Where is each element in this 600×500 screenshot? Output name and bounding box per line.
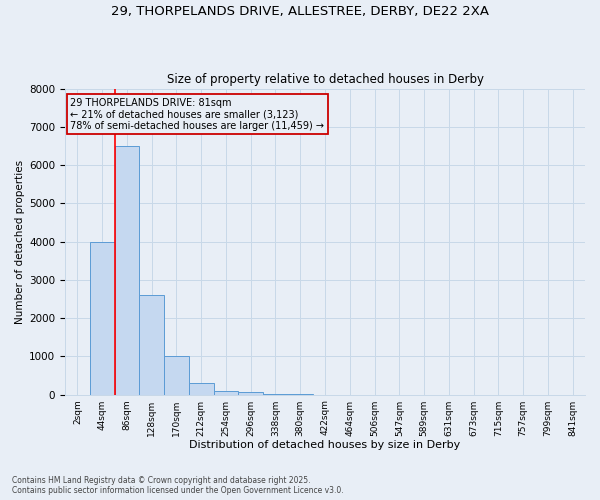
Text: 29, THORPELANDS DRIVE, ALLESTREE, DERBY, DE22 2XA: 29, THORPELANDS DRIVE, ALLESTREE, DERBY,… [111,5,489,18]
Bar [115,146,139,394]
Title: Size of property relative to detached houses in Derby: Size of property relative to detached ho… [167,73,484,86]
Bar [214,391,238,394]
Bar [90,242,115,394]
Y-axis label: Number of detached properties: Number of detached properties [15,160,25,324]
Bar [139,295,164,394]
Bar [189,383,214,394]
Bar [238,392,263,394]
Text: 29 THORPELANDS DRIVE: 81sqm
← 21% of detached houses are smaller (3,123)
78% of : 29 THORPELANDS DRIVE: 81sqm ← 21% of det… [70,98,324,131]
Bar [164,356,189,395]
X-axis label: Distribution of detached houses by size in Derby: Distribution of detached houses by size … [190,440,461,450]
Text: Contains HM Land Registry data © Crown copyright and database right 2025.
Contai: Contains HM Land Registry data © Crown c… [12,476,344,495]
